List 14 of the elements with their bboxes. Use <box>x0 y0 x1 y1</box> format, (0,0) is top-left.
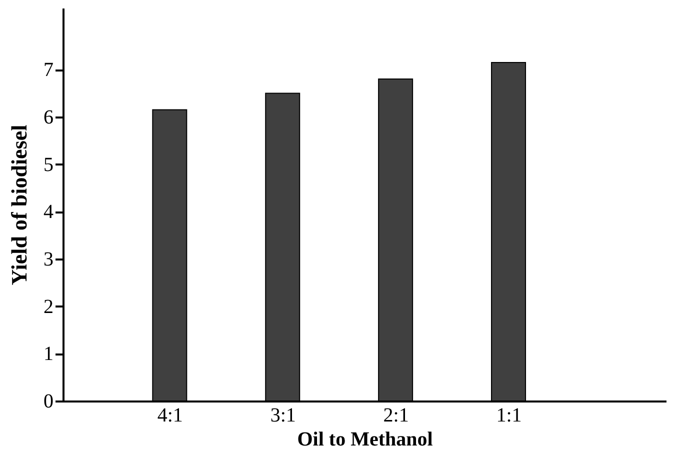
y-tick-label: 7 <box>44 59 54 82</box>
y-tick-label: 4 <box>44 201 54 224</box>
x-tick-label: 3:1 <box>270 404 296 426</box>
y-tick-label: 0 <box>44 390 54 412</box>
y-tick-label: 2 <box>44 296 54 318</box>
y-tick-label: 5 <box>44 154 54 176</box>
x-tick-label: 1:1 <box>496 404 522 426</box>
x-axis-title: Oil to Methanol <box>297 428 434 450</box>
y-tick-label: 6 <box>44 106 54 128</box>
x-tick-label: 2:1 <box>383 404 409 426</box>
y-axis-title: Yield of biodiesel <box>6 124 32 286</box>
y-tick-label: 3 <box>44 248 54 270</box>
y-tick-label: 1 <box>44 343 54 366</box>
x-tick-label: 4:1 <box>157 404 183 426</box>
